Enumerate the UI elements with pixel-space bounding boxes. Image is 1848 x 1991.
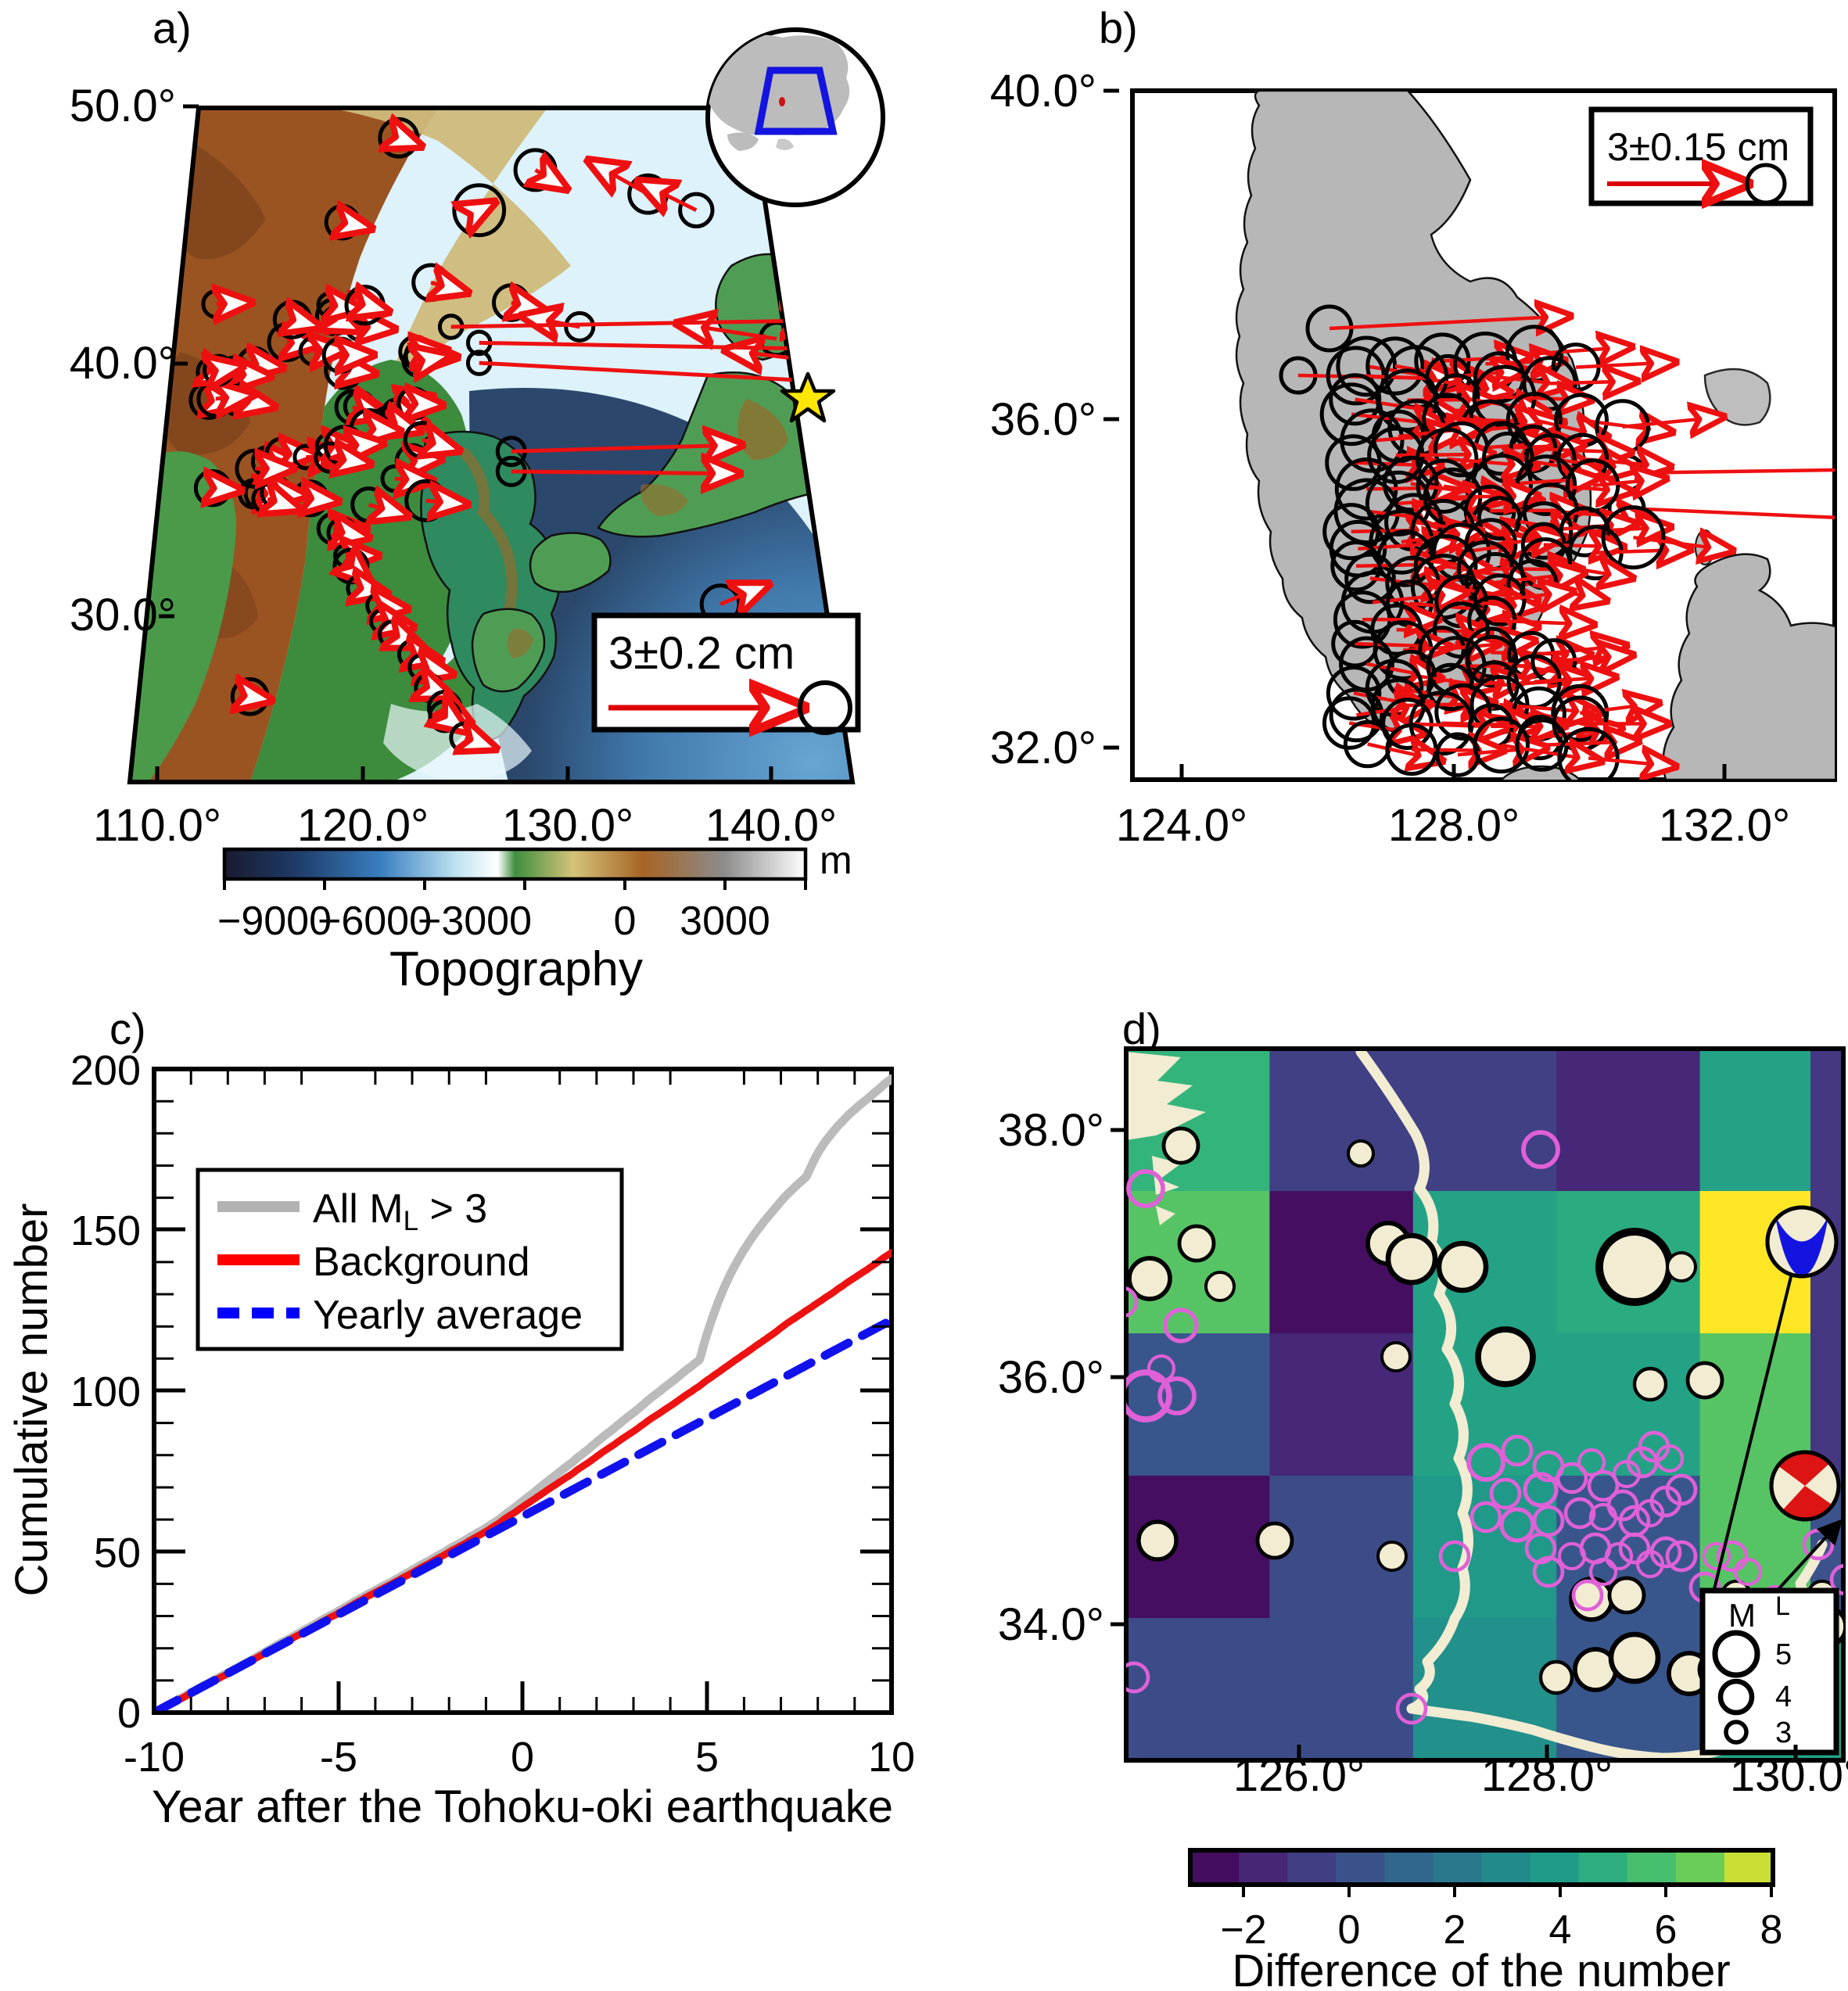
svg-text:−3000: −3000 [418,899,532,944]
svg-text:M: M [1728,1597,1756,1634]
svg-text:All ML > 3: All ML > 3 [313,1186,487,1236]
svg-text:Background: Background [313,1239,530,1285]
svg-text:10: 10 [868,1734,915,1781]
svg-text:Cumulative number: Cumulative number [6,1204,57,1597]
svg-text:8: 8 [1760,1907,1783,1953]
svg-text:130.0°: 130.0° [1730,1750,1848,1801]
svg-text:3000: 3000 [680,899,770,944]
svg-text:130.0°: 130.0° [502,800,633,851]
svg-text:b): b) [1099,3,1138,52]
svg-text:-10: -10 [124,1734,185,1781]
svg-text:128.0°: 128.0° [1388,800,1520,851]
svg-text:0: 0 [511,1734,534,1781]
svg-text:36.0°: 36.0° [998,1352,1104,1403]
svg-text:120.0°: 120.0° [297,800,429,851]
svg-text:110.0°: 110.0° [93,800,221,851]
svg-text:Topography: Topography [389,942,643,996]
svg-text:40.0°: 40.0° [990,66,1096,117]
svg-text:3±0.15 cm: 3±0.15 cm [1607,125,1789,169]
svg-text:Difference of the number: Difference of the number [1232,1946,1730,1991]
svg-text:50.0°: 50.0° [70,81,176,131]
svg-text:150: 150 [70,1207,141,1254]
svg-text:50: 50 [94,1530,141,1577]
svg-text:38.0°: 38.0° [998,1105,1104,1156]
svg-text:0: 0 [614,899,637,944]
svg-text:5: 5 [695,1734,719,1781]
svg-text:140.0°: 140.0° [705,800,837,851]
svg-text:100: 100 [70,1369,141,1415]
svg-text:34.0°: 34.0° [998,1599,1104,1650]
svg-text:Year after the Tohoku-oki eart: Year after the Tohoku-oki earthquake [152,1781,893,1832]
svg-text:200: 200 [70,1047,141,1094]
svg-text:4: 4 [1775,1681,1792,1713]
svg-text:0: 0 [117,1690,141,1737]
svg-text:32.0°: 32.0° [990,723,1096,773]
svg-text:124.0°: 124.0° [1116,800,1247,851]
svg-text:−9000: −9000 [217,899,332,944]
svg-text:a): a) [153,3,192,52]
svg-text:40.0°: 40.0° [70,338,176,389]
svg-text:3: 3 [1775,1717,1792,1749]
svg-text:L: L [1775,1591,1790,1621]
svg-text:Yearly average: Yearly average [313,1293,583,1338]
svg-text:132.0°: 132.0° [1659,800,1790,851]
svg-text:3±0.2 cm: 3±0.2 cm [608,628,795,679]
svg-text:m: m [820,838,852,882]
svg-text:36.0°: 36.0° [990,394,1096,445]
svg-text:5: 5 [1775,1638,1792,1671]
svg-text:-5: -5 [320,1734,357,1781]
svg-text:−6000: −6000 [318,899,432,944]
